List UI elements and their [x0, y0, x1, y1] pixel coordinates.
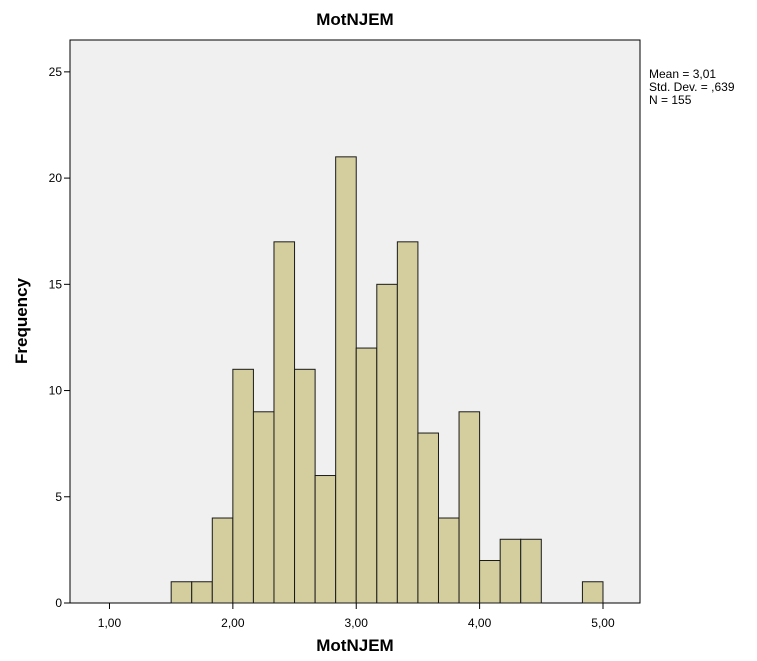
histogram-bar	[355, 347, 378, 604]
histogram-bar	[396, 241, 419, 604]
stat-std-dev: Std. Dev. = ,639	[649, 80, 735, 94]
x-tick-label: 5,00	[591, 616, 615, 630]
stat-mean: Mean = 3,01	[649, 67, 717, 81]
histogram-bar	[252, 411, 275, 604]
y-tick-label: 25	[49, 65, 63, 79]
histogram-bar	[479, 560, 501, 604]
x-tick-label: 3,00	[345, 616, 369, 630]
summary-stats: Mean = 3,01 Std. Dev. = ,639 N = 155	[649, 68, 735, 107]
x-tick-label: 4,00	[468, 616, 492, 630]
chart-title: MotNJEM	[316, 10, 394, 29]
histogram-bar	[417, 432, 439, 604]
bars-group	[170, 156, 604, 604]
y-tick-label: 5	[55, 490, 62, 504]
histogram-bar	[376, 283, 398, 604]
histogram-bar	[232, 368, 254, 604]
histogram-bar	[499, 538, 522, 604]
histogram-bar	[314, 475, 337, 604]
histogram-bar	[581, 581, 604, 604]
y-tick-label: 0	[55, 596, 62, 610]
histogram-bar	[520, 538, 542, 604]
stat-n: N = 155	[649, 93, 692, 107]
histogram-bar	[170, 581, 193, 604]
histogram-bar	[335, 156, 357, 604]
histogram-bar	[211, 517, 234, 604]
y-tick-label: 15	[49, 277, 63, 291]
x-axis-label: MotNJEM	[316, 636, 394, 655]
y-tick-label: 10	[49, 384, 63, 398]
histogram-bar	[191, 581, 213, 604]
histogram-bar	[437, 517, 460, 604]
x-tick-label: 2,00	[221, 616, 245, 630]
histogram-bar	[273, 241, 296, 604]
y-tick-label: 20	[49, 171, 63, 185]
histogram-bar	[294, 368, 316, 604]
axes-group: 0 5 10 15 20 25 1,00 2,00 3,00 4,00 5,00	[49, 65, 615, 630]
histogram-bar	[458, 411, 481, 604]
x-tick-label: 1,00	[98, 616, 122, 630]
